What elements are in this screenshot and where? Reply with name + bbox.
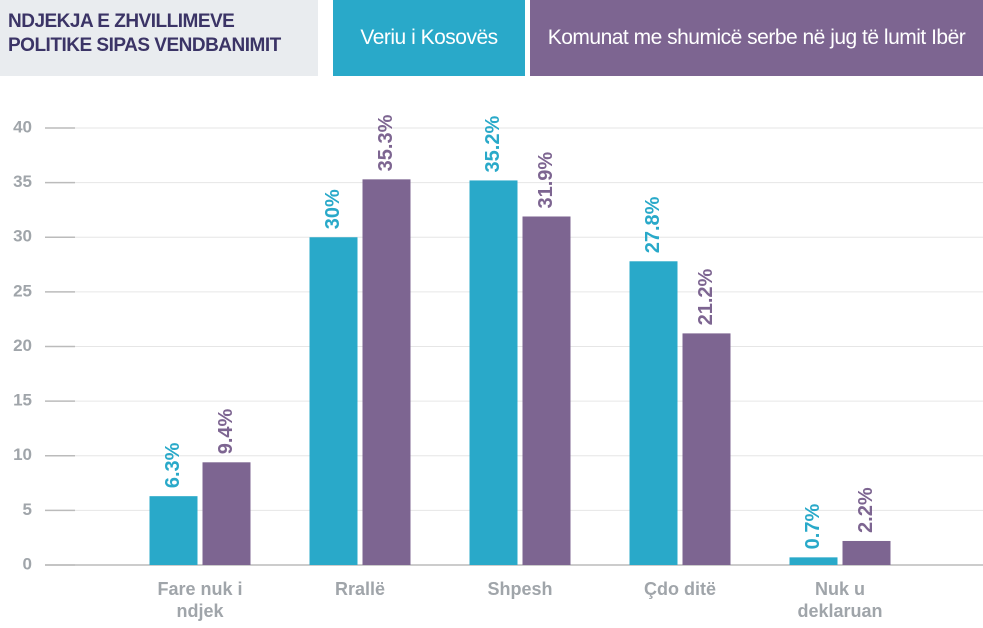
bar: [149, 496, 198, 565]
data-label: 6.3%: [162, 442, 184, 488]
bar: [309, 237, 358, 565]
y-tick-label: 35: [13, 172, 32, 191]
x-tick-label: Çdo ditë: [644, 579, 716, 599]
bar: [522, 216, 571, 565]
x-tick-label: Fare nuk i ndjek: [157, 579, 243, 621]
chart-title: NDJEKJA E ZHVILLIMEVE POLITIKE SIPAS VEN…: [0, 0, 318, 76]
y-tick-label: 0: [23, 554, 32, 573]
bar: [842, 540, 891, 565]
data-label: 35.2%: [482, 116, 504, 173]
y-tick-label: 40: [13, 117, 32, 136]
bar: [629, 261, 678, 565]
y-tick-label: 5: [23, 500, 32, 519]
data-label: 30%: [322, 189, 344, 229]
x-tick-label: Nuk u deklaruan: [797, 579, 883, 621]
bar: [202, 462, 251, 565]
data-label: 21.2%: [695, 268, 717, 325]
y-tick-label: 20: [13, 336, 32, 355]
y-tick-label: 25: [13, 281, 32, 300]
data-label: 2.2%: [855, 487, 877, 533]
bar: [789, 557, 838, 565]
bar: [469, 180, 518, 565]
data-label: 35.3%: [375, 114, 397, 171]
data-label: 0.7%: [802, 504, 824, 550]
bar: [682, 333, 731, 565]
bar: [362, 179, 411, 565]
data-label: 31.9%: [535, 152, 557, 209]
data-label: 9.4%: [215, 409, 237, 455]
legend-entry: Komunat me shumicë serbe në jug të lumit…: [530, 0, 983, 76]
legend-entry: Veriu i Kosovës: [333, 0, 525, 76]
y-tick-label: 10: [13, 445, 32, 464]
data-label: 27.8%: [642, 196, 664, 253]
y-tick-label: 30: [13, 227, 32, 246]
x-tick-label: Rrallë: [334, 579, 386, 599]
y-tick-label: 15: [13, 391, 32, 410]
x-tick-label: Shpesh: [487, 579, 553, 599]
